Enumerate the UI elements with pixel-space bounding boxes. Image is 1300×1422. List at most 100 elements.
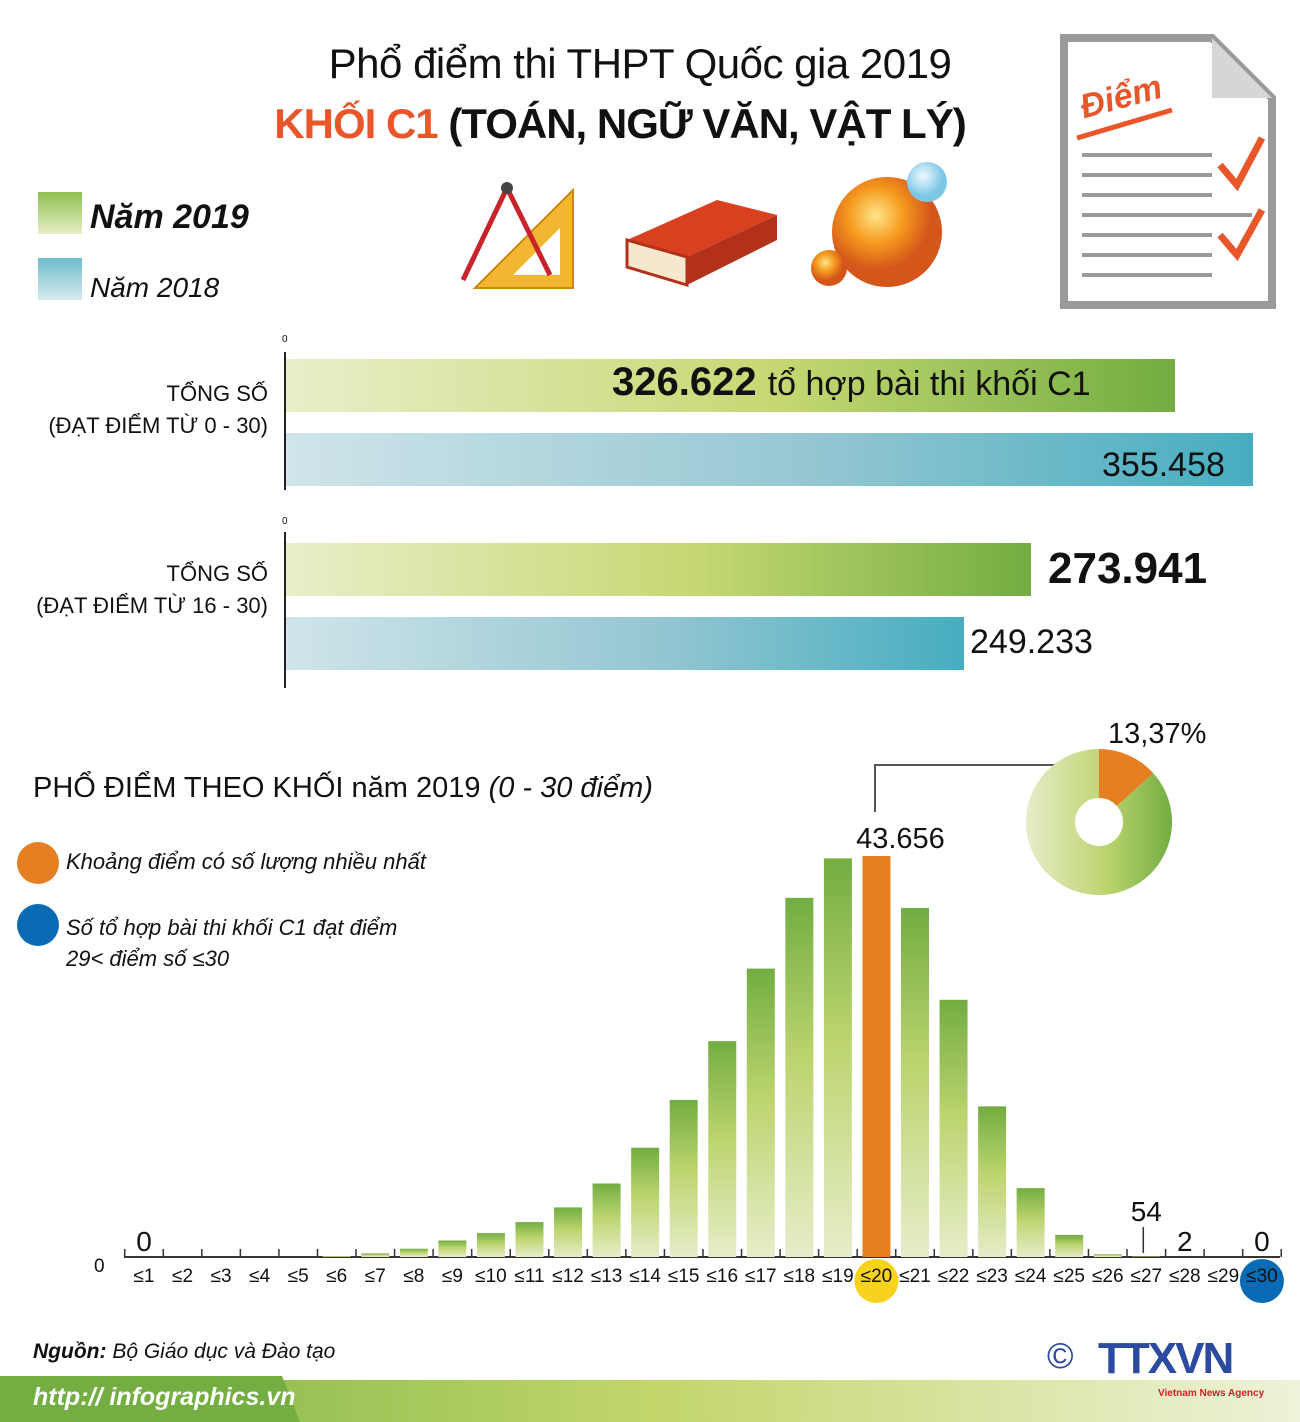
histogram-bar — [708, 1041, 737, 1257]
x-tick-label: ≤7 — [365, 1266, 386, 1287]
x-tick-label: ≤5 — [288, 1266, 309, 1287]
x-tick-label: ≤21 — [899, 1266, 931, 1287]
x-tick-label: ≤13 — [591, 1266, 623, 1287]
histogram-bar — [592, 1183, 621, 1257]
x-tick-label: ≤9 — [442, 1266, 463, 1287]
histogram-bar — [746, 968, 775, 1257]
histogram-bar — [823, 858, 852, 1257]
page-title: Phổ điểm thi THPT Quốc gia 2019 — [328, 40, 952, 87]
x-tick-label: ≤12 — [552, 1266, 584, 1287]
category-label: TỔNG SỐ (ĐẠT ĐIỂM TỪ 16 - 30) — [36, 561, 268, 618]
value-label-2019-total: 326.622 tổ hợp bài thi khối C1 — [612, 360, 1091, 404]
histogram-bar — [785, 897, 814, 1257]
x-tick-label: ≤28 — [1169, 1266, 1201, 1287]
histogram-title: PHỔ ĐIỂM THEO KHỐI năm 2019 (0 - 30 điểm… — [33, 772, 653, 804]
book-icon — [625, 200, 777, 288]
histogram-bar — [515, 1222, 544, 1257]
yellow-dot-marker — [854, 1259, 899, 1303]
value-label-2018-total: 355.458 — [1102, 446, 1225, 484]
x-tick-label: ≤29 — [1208, 1266, 1240, 1287]
histogram-bar — [1016, 1188, 1045, 1257]
x-tick-label: ≤16 — [706, 1266, 738, 1287]
histogram-bar — [399, 1248, 428, 1257]
y-origin-label: 0 — [94, 1256, 105, 1277]
source: Nguồn: Bộ Giáo dục và Đào tạo — [33, 1340, 336, 1363]
x-tick-label: ≤30 — [1246, 1266, 1278, 1287]
x-tick-label: ≤2 — [172, 1266, 193, 1287]
data-label: 2 — [1177, 1226, 1193, 1257]
x-tick-label: ≤4 — [249, 1266, 270, 1287]
pie-percent-label: 13,37% — [1108, 718, 1207, 750]
x-tick-label: ≤20 — [861, 1266, 893, 1287]
legend-label-2018: Năm 2018 — [90, 272, 220, 303]
x-tick-label: ≤6 — [326, 1266, 347, 1287]
logo-subtitle: Vietnam News Agency — [1158, 1388, 1265, 1399]
footer-tab — [0, 1376, 300, 1422]
x-tick-label: ≤22 — [938, 1266, 970, 1287]
axis-line — [284, 352, 286, 490]
histogram-bar — [901, 907, 929, 1257]
histogram-bar — [554, 1207, 583, 1257]
value-label-2018-16-30: 249.233 — [970, 623, 1093, 661]
x-tick-label: ≤24 — [1015, 1266, 1047, 1287]
x-tick-label: ≤15 — [668, 1266, 700, 1287]
x-tick-label: ≤17 — [745, 1266, 777, 1287]
x-tick-label: ≤10 — [475, 1266, 507, 1287]
x-tick-label: ≤27 — [1131, 1266, 1163, 1287]
data-label: 43.656 — [856, 823, 945, 855]
copyright-icon: © — [1047, 1335, 1074, 1376]
blue-dot-marker — [1239, 1259, 1284, 1303]
score-document-icon: Điểm — [1060, 34, 1276, 309]
score-histogram: ≤1 ≤2 ≤3 ≤4 ≤5 ≤6 ≤7 ≤8 ≤9 ≤10 ≤11 ≤12 ≤13 ≤14 ≤15 ≤16 ≤… — [123, 749, 1284, 1303]
legend-label-2019: Năm 2019 — [90, 198, 249, 236]
subtitle-highlight: KHỐI C1 — [274, 100, 438, 147]
histogram-bar — [322, 1256, 351, 1257]
histogram-bar — [978, 1106, 1007, 1257]
data-label: 54 — [1131, 1196, 1162, 1227]
x-tick-label: ≤1 — [134, 1266, 155, 1287]
bar-2018-16-30 — [286, 617, 965, 670]
x-tick-label: ≤23 — [976, 1266, 1008, 1287]
x-tick-label: ≤25 — [1053, 1266, 1085, 1287]
axis-tick-label: 0 — [282, 516, 288, 527]
pie-leader-line — [874, 764, 1110, 812]
x-tick-label: ≤11 — [514, 1266, 544, 1287]
website-link[interactable]: http:// infographics.vn — [33, 1383, 296, 1411]
histogram-bar — [438, 1240, 467, 1257]
pie-slice-max — [1099, 749, 1154, 806]
note-max: Khoảng điểm có số lượng nhiều nhất — [66, 849, 426, 874]
histogram-bar — [631, 1147, 660, 1257]
legend-swatch-2018 — [38, 258, 82, 300]
x-tick-label: ≤14 — [629, 1266, 661, 1287]
subtitle-rest: (TOÁN, NGỮ VĂN, VẬT LÝ) — [448, 100, 966, 147]
value-label-2019-16-30: 273.941 — [1048, 544, 1208, 593]
orange-dot-icon — [17, 842, 59, 884]
data-label: 0 — [1254, 1226, 1270, 1257]
x-tick-label: ≤19 — [822, 1266, 854, 1287]
histogram-bar — [1093, 1254, 1122, 1257]
pie-slice-rest — [1026, 749, 1172, 895]
axis-line — [284, 532, 286, 688]
histogram-bar — [669, 1099, 698, 1257]
data-label: 0 — [136, 1226, 152, 1257]
globe-icon — [811, 162, 947, 287]
donut-chart — [1026, 749, 1172, 895]
axis-tick-label: 0 — [282, 334, 288, 345]
histogram-bar — [862, 856, 891, 1257]
x-tick-label: ≤8 — [403, 1266, 424, 1287]
note-top-score: Số tổ hợp bài thi khối C1 đạt điểm 29< đi… — [66, 915, 398, 971]
bar-2019-16-30 — [286, 543, 1032, 596]
histogram-bar — [1055, 1234, 1084, 1257]
blue-dot-icon — [17, 904, 59, 946]
page-subtitle: KHỐI C1 (TOÁN, NGỮ VĂN, VẬT LÝ) — [230, 100, 1010, 148]
x-tick-label: ≤3 — [211, 1266, 232, 1287]
histogram-bar — [939, 999, 968, 1257]
x-tick-label: ≤18 — [784, 1266, 816, 1287]
compass-ruler-icon — [460, 182, 574, 289]
bar-2019-total — [286, 359, 1175, 412]
x-tick-label: ≤26 — [1092, 1266, 1124, 1287]
histogram-bar — [476, 1233, 505, 1257]
bar-2018-total — [286, 433, 1253, 486]
ttxvn-logo: TTXVN — [1098, 1334, 1234, 1383]
legend-swatch-2019 — [38, 192, 82, 234]
